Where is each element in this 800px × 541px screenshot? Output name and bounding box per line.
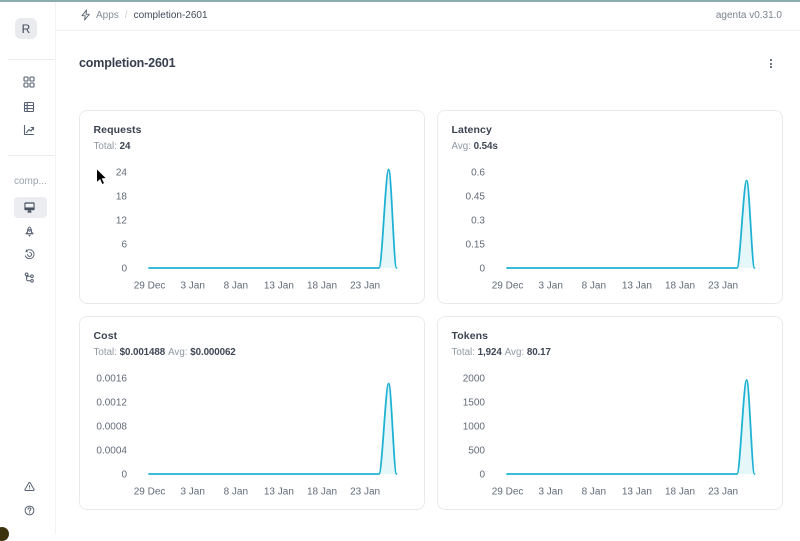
svg-text:0.3: 0.3 (471, 216, 485, 227)
svg-text:8 Jan: 8 Jan (582, 281, 606, 292)
svg-text:500: 500 (468, 446, 485, 457)
svg-text:13 Jan: 13 Jan (264, 487, 294, 498)
svg-text:8 Jan: 8 Jan (582, 487, 606, 498)
svg-text:2000: 2000 (463, 374, 486, 385)
svg-text:0: 0 (121, 264, 127, 275)
svg-text:29 Dec: 29 Dec (134, 487, 166, 498)
svg-text:13 Jan: 13 Jan (264, 281, 294, 292)
svg-text:3 Jan: 3 Jan (180, 487, 204, 498)
svg-text:1500: 1500 (463, 398, 486, 409)
svg-text:3 Jan: 3 Jan (538, 281, 562, 292)
svg-text:18 Jan: 18 Jan (665, 281, 695, 292)
svg-text:18 Jan: 18 Jan (665, 487, 695, 498)
svg-text:23 Jan: 23 Jan (350, 487, 380, 498)
svg-text:0.0008: 0.0008 (96, 422, 127, 433)
svg-text:0: 0 (121, 470, 127, 481)
svg-text:24: 24 (116, 168, 128, 179)
svg-text:3 Jan: 3 Jan (538, 487, 562, 498)
svg-text:29 Dec: 29 Dec (134, 281, 166, 292)
svg-text:18 Jan: 18 Jan (307, 281, 337, 292)
svg-text:29 Dec: 29 Dec (492, 487, 524, 498)
svg-text:3 Jan: 3 Jan (180, 281, 204, 292)
svg-text:0.6: 0.6 (471, 168, 485, 179)
svg-text:0: 0 (479, 264, 485, 275)
svg-text:29 Dec: 29 Dec (492, 281, 524, 292)
svg-text:23 Jan: 23 Jan (350, 281, 380, 292)
svg-text:6: 6 (121, 240, 127, 251)
svg-text:12: 12 (116, 216, 128, 227)
svg-text:18: 18 (116, 192, 128, 203)
svg-text:0.15: 0.15 (466, 240, 486, 251)
svg-text:0.45: 0.45 (466, 192, 486, 203)
svg-text:1000: 1000 (463, 422, 486, 433)
svg-text:23 Jan: 23 Jan (708, 281, 738, 292)
svg-text:18 Jan: 18 Jan (307, 487, 337, 498)
svg-text:13 Jan: 13 Jan (622, 487, 652, 498)
svg-text:23 Jan: 23 Jan (708, 487, 738, 498)
svg-text:0: 0 (479, 470, 485, 481)
svg-text:0.0012: 0.0012 (96, 398, 127, 409)
svg-text:0.0004: 0.0004 (96, 446, 127, 457)
svg-text:0.0016: 0.0016 (96, 374, 127, 385)
svg-text:13 Jan: 13 Jan (622, 281, 652, 292)
svg-text:8 Jan: 8 Jan (224, 487, 248, 498)
svg-text:8 Jan: 8 Jan (224, 281, 248, 292)
